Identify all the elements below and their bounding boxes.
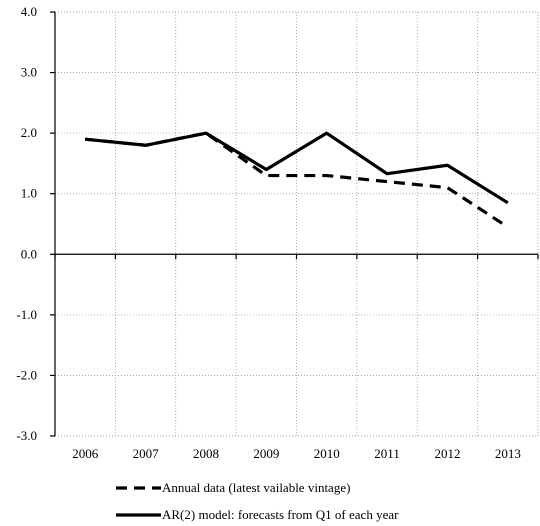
x-tick-label: 2009	[253, 446, 279, 461]
y-tick-label: 1.0	[21, 186, 37, 201]
legend-label-2: AR(2) model: forecasts from Q1 of each y…	[162, 507, 399, 522]
series-line-1	[85, 131, 509, 229]
legend-label-1: Annual data (latest vailable vintage)	[162, 480, 350, 495]
axes	[50, 11, 539, 437]
x-tick-label: 2013	[495, 446, 521, 461]
legend: Annual data (latest vailable vintage) AR(…	[116, 480, 399, 522]
y-tick-label: 2.0	[21, 125, 37, 140]
y-tick-label: 4.0	[21, 4, 37, 19]
y-tick-label: 3.0	[21, 65, 37, 80]
x-tick-label: 2006	[72, 446, 99, 461]
series-lines	[85, 131, 509, 229]
x-tick-labels: 2006 2007 2008 2009 2010 2011 2012 2013	[72, 446, 521, 461]
x-tick-label: 2012	[434, 446, 460, 461]
x-tick-label: 2007	[133, 446, 160, 461]
x-tick-label: 2011	[374, 446, 400, 461]
y-tick-label: -1.0	[16, 307, 37, 322]
y-tick-label: -2.0	[16, 367, 37, 382]
y-tick-label: -3.0	[16, 428, 37, 443]
series-line-2	[85, 131, 509, 205]
x-tick-label: 2010	[314, 446, 340, 461]
y-tick-label: 0.0	[21, 246, 37, 261]
y-tick-labels: 4.0 3.0 2.0 1.0 0.0 -1.0 -2.0 -3.0	[16, 4, 37, 443]
grid	[55, 11, 539, 437]
x-tick-label: 2008	[193, 446, 219, 461]
